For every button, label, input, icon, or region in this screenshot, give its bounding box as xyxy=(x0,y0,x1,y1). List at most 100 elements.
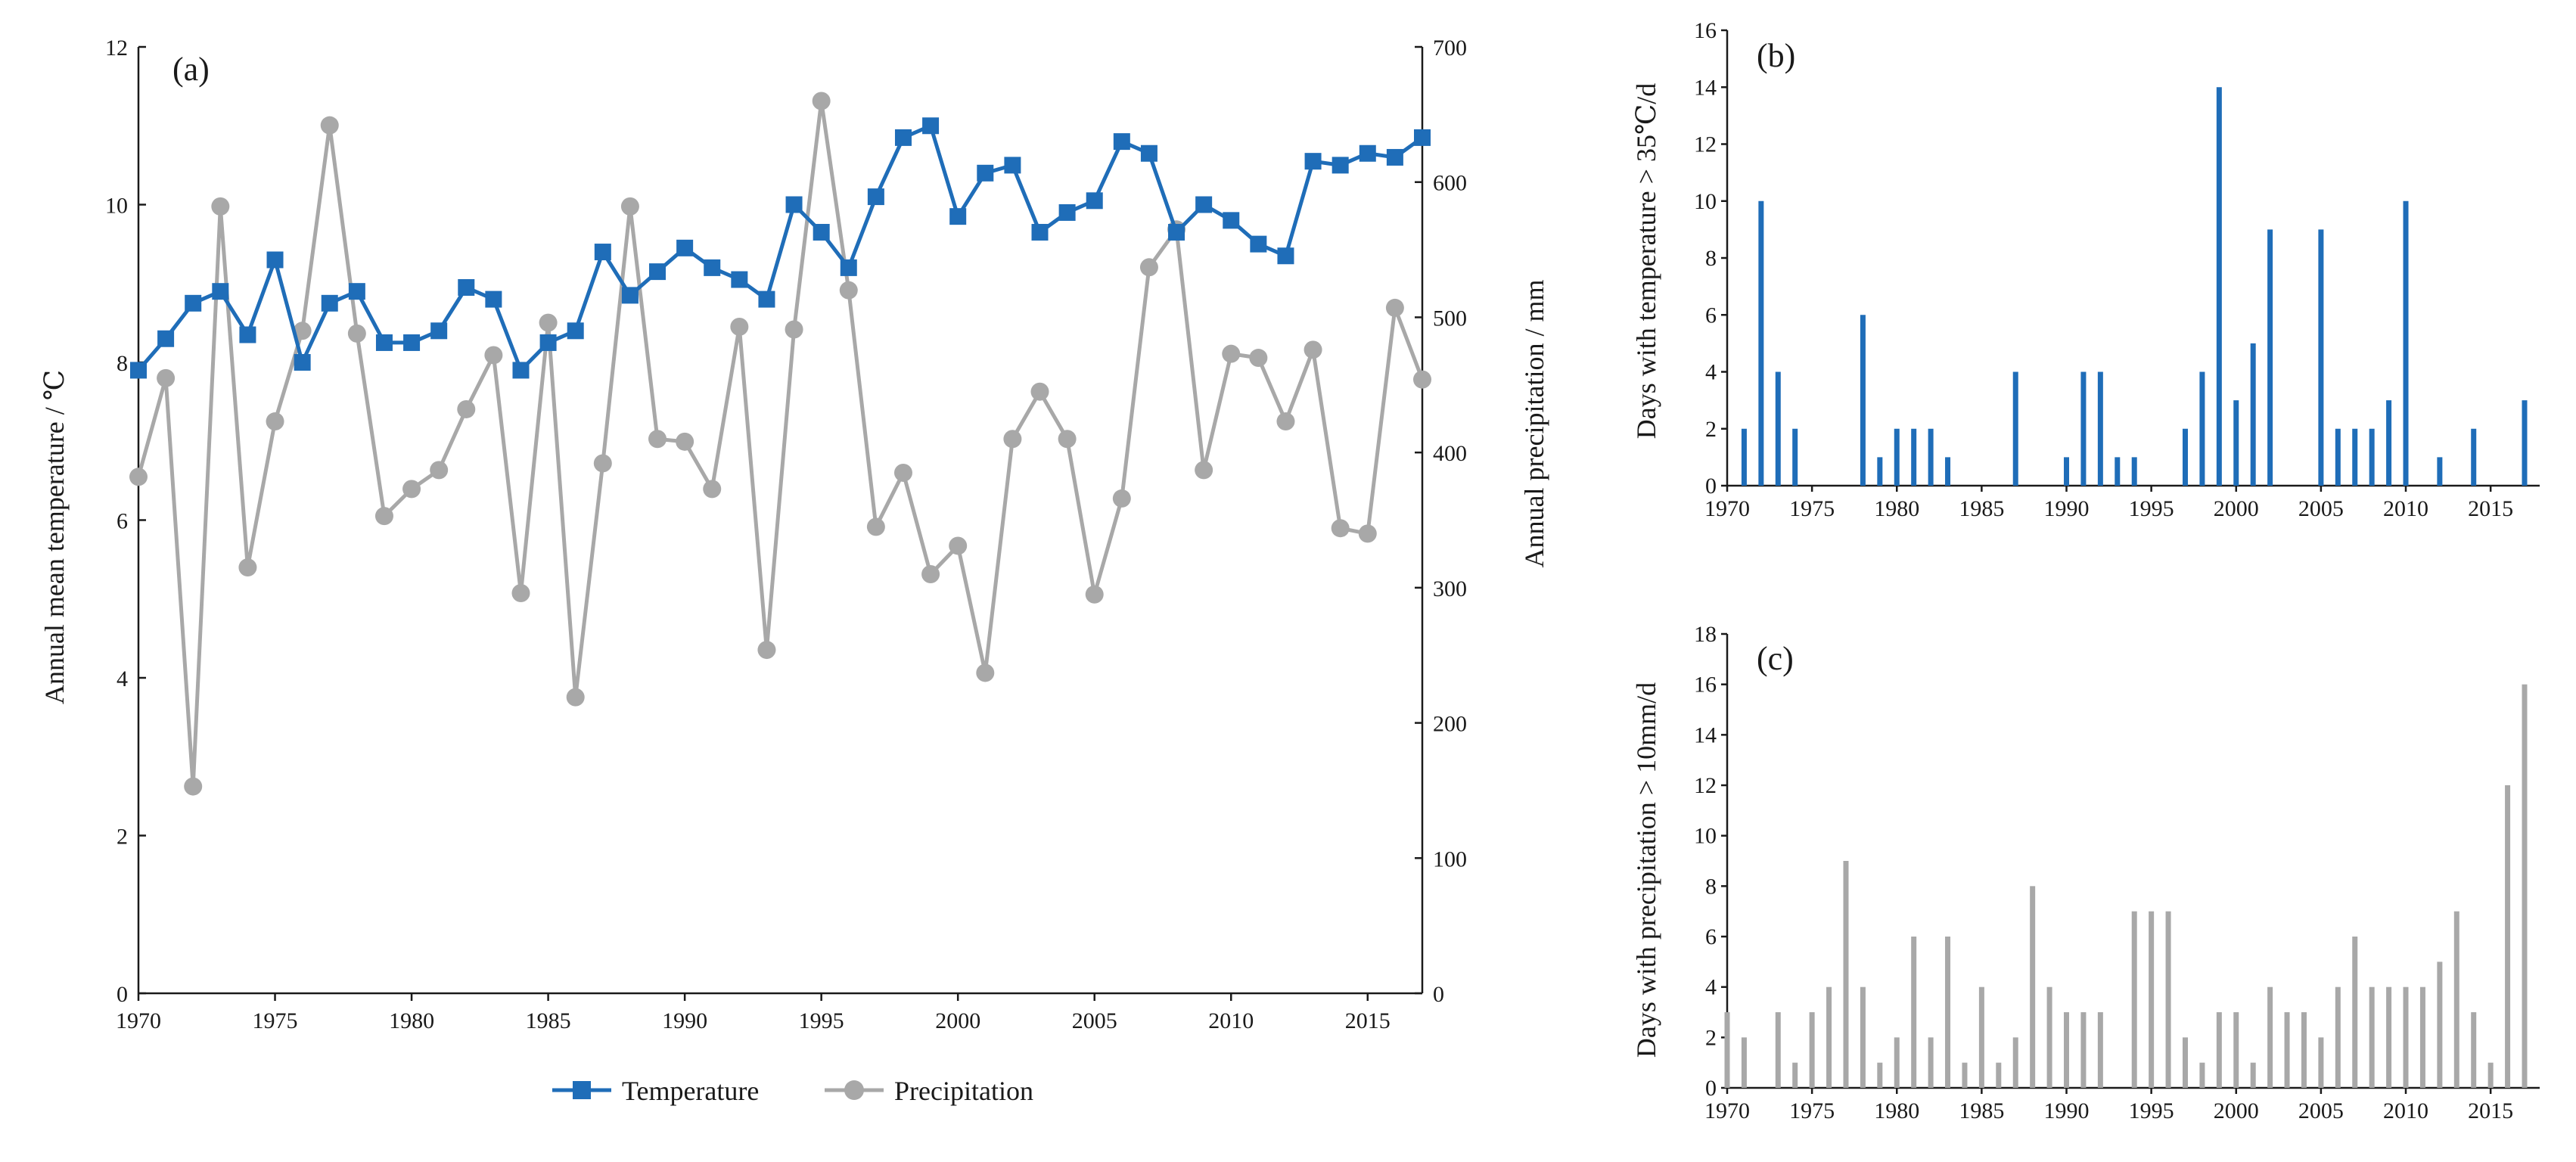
temperature-point xyxy=(348,283,365,300)
panel-c-x-tick-label: 2005 xyxy=(2298,1098,2344,1123)
bar-c-2003 xyxy=(2284,1012,2290,1088)
bar-c-1986 xyxy=(1996,1062,2002,1088)
temperature-point xyxy=(266,251,284,269)
bar-c-1996 xyxy=(2165,911,2171,1088)
panel-a-x-tick-label: 1985 xyxy=(526,1008,571,1033)
bar-b-2001 xyxy=(2250,343,2256,486)
precipitation-point xyxy=(1195,461,1213,480)
panel-b-y-tick-label: 12 xyxy=(1694,132,1717,157)
panel-a-y2-tick-label: 300 xyxy=(1433,576,1467,601)
temperature-point xyxy=(1058,204,1076,221)
bar-c-1977 xyxy=(1843,861,1849,1088)
bar-b-1991 xyxy=(2080,371,2087,486)
bar-c-1974 xyxy=(1792,1062,1798,1088)
temperature-point xyxy=(375,334,393,351)
panel-a-y2-tick-label: 500 xyxy=(1433,306,1467,331)
precipitation-point xyxy=(266,412,284,431)
panel-c-bar-chart: (c) Days with precipitation > 10mm/d 0 2 4… xyxy=(1631,622,2540,1123)
panel-b-y-tick-label: 2 xyxy=(1705,417,1717,442)
panel-b-y-tick-label: 8 xyxy=(1705,246,1717,271)
temperature-point xyxy=(130,362,147,379)
temperature-point xyxy=(1004,157,1021,174)
bar-c-2004 xyxy=(2301,1012,2307,1088)
panel-b-y-axis-label: Days with temperature > 35℃/d xyxy=(1631,83,1661,439)
temperature-point xyxy=(1359,144,1376,162)
bar-b-1992 xyxy=(2097,371,2103,486)
panel-b-x-tick-label: 1975 xyxy=(1789,496,1835,521)
panel-b-y-tick-label: 0 xyxy=(1705,474,1717,499)
temperature-point xyxy=(676,239,694,256)
panel-a-x-tick-label: 2010 xyxy=(1208,1008,1254,1033)
temperature-point xyxy=(157,330,175,347)
precipitation-point xyxy=(1222,344,1241,363)
panel-b-x-tick-label: 2005 xyxy=(2298,496,2344,521)
bar-b-1972 xyxy=(1758,200,1764,486)
temperature-point xyxy=(894,129,912,146)
precipitation-point xyxy=(457,399,476,418)
bar-c-1990 xyxy=(2064,1012,2070,1088)
bar-c-2009 xyxy=(2386,986,2392,1088)
temperature-point xyxy=(1223,212,1240,229)
bar-c-1979 xyxy=(1877,1062,1883,1088)
temperature-point xyxy=(1304,153,1322,170)
panel-c-y-tick-label: 14 xyxy=(1694,722,1717,747)
bar-c-2012 xyxy=(2437,962,2443,1088)
temperature-point xyxy=(1332,157,1349,174)
panel-b-x-tick-label: 2000 xyxy=(2214,496,2259,521)
panel-a-y-tick-label: 0 xyxy=(117,982,128,1007)
precipitation-point xyxy=(1276,412,1295,431)
temperature-point xyxy=(1113,133,1130,151)
panel-a-line-chart: (a) Annual mean temperature / ℃ Annual p… xyxy=(39,36,1549,1106)
panel-c-y-tick-label: 6 xyxy=(1705,924,1717,949)
panel-c-x-tick-label: 1970 xyxy=(1704,1098,1750,1123)
precipitation-point xyxy=(566,688,585,707)
legend: Temperature Precipitation xyxy=(552,1076,1033,1106)
bar-b-1998 xyxy=(2199,371,2205,486)
bar-c-2001 xyxy=(2250,1062,2256,1088)
bar-c-2015 xyxy=(2487,1062,2494,1088)
bar-c-2014 xyxy=(2471,1012,2477,1088)
precipitation-point xyxy=(648,430,667,449)
panel-a-x-tick-label: 1995 xyxy=(799,1008,844,1033)
precipitation-point xyxy=(157,368,176,387)
bar-b-2006 xyxy=(2335,428,2341,486)
bar-b-1981 xyxy=(1911,428,1917,486)
bar-c-1982 xyxy=(1928,1037,1934,1088)
bar-c-1984 xyxy=(1962,1062,1968,1088)
temperature-point xyxy=(704,259,721,276)
panel-b-x-tick-label: 1995 xyxy=(2129,496,2174,521)
bar-b-2010 xyxy=(2403,200,2409,486)
bar-c-2002 xyxy=(2267,986,2273,1088)
precipitation-point xyxy=(211,197,230,216)
panel-b-label: (b) xyxy=(1757,37,1795,74)
temperature-point xyxy=(758,290,775,308)
bar-b-2000 xyxy=(2233,400,2239,486)
panel-c-x-tick-label: 1975 xyxy=(1789,1098,1835,1123)
temperature-point xyxy=(1250,235,1267,253)
precipitation-point xyxy=(866,517,885,536)
panel-c-x-tick-label: 2015 xyxy=(2468,1098,2513,1123)
bar-b-2008 xyxy=(2369,428,2375,486)
temperature-point xyxy=(785,196,803,213)
panel-a-x-tick-label: 1980 xyxy=(389,1008,434,1033)
panel-c-y-tick-label: 2 xyxy=(1705,1025,1717,1050)
bar-c-1988 xyxy=(2030,886,2036,1088)
legend-precipitation-marker xyxy=(844,1080,864,1100)
temperature-point xyxy=(567,322,584,340)
bar-c-2008 xyxy=(2369,986,2375,1088)
temperature-point xyxy=(867,188,884,206)
bar-c-1976 xyxy=(1826,986,1832,1088)
temperature-point xyxy=(1414,129,1431,146)
panel-c-y-tick-label: 16 xyxy=(1694,673,1717,698)
panel-a-y2-tick-label: 700 xyxy=(1433,36,1467,61)
precipitation-point xyxy=(374,507,393,526)
panel-a-label: (a) xyxy=(172,51,210,88)
precipitation-point xyxy=(184,777,203,796)
panel-b-x-tick-label: 2015 xyxy=(2468,496,2513,521)
temperature-point xyxy=(649,263,667,281)
precipitation-point xyxy=(1085,585,1104,604)
bar-c-1998 xyxy=(2199,1062,2205,1088)
panel-a-x-tick-label: 2015 xyxy=(1345,1008,1391,1033)
bar-b-2012 xyxy=(2437,457,2443,486)
precipitation-point xyxy=(893,463,912,482)
